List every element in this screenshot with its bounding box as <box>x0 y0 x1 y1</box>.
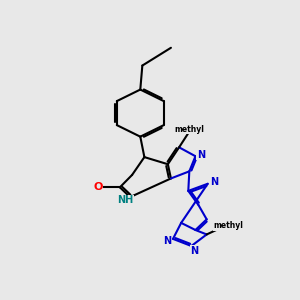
Text: NH: NH <box>118 195 134 205</box>
Text: N: N <box>210 177 218 187</box>
Text: O: O <box>93 182 103 192</box>
Text: methyl: methyl <box>175 125 205 134</box>
Text: methyl: methyl <box>214 221 244 230</box>
Text: N: N <box>164 236 172 246</box>
Text: N: N <box>197 150 205 160</box>
Text: N: N <box>190 245 198 256</box>
